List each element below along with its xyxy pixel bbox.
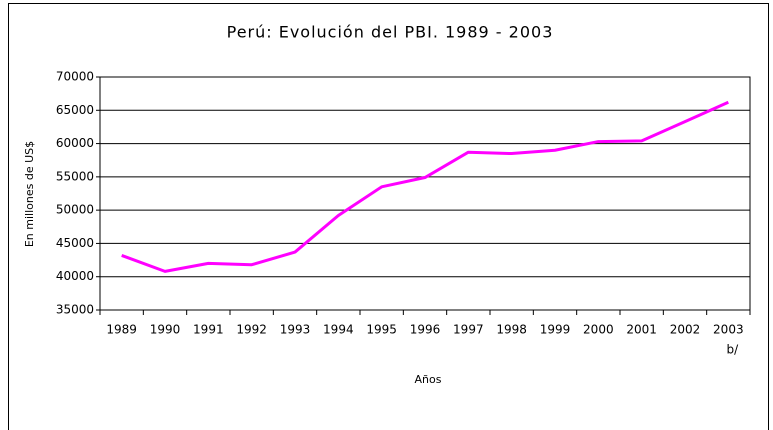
x-tick-label: 2003 [713,323,744,337]
y-tick-label: 55000 [56,169,94,183]
x-tick-label: 1999 [540,323,571,337]
data-line [121,100,729,273]
x-tick-label: 1994 [323,323,354,337]
y-tick-label: 45000 [56,236,94,250]
y-tick-label: 70000 [56,70,94,84]
y-tick-label: 60000 [56,136,94,150]
x-tick-label: 1997 [453,323,484,337]
x-tick-label: 1989 [106,323,137,337]
plot-frame [99,76,751,311]
chart-frame [8,3,769,430]
y-axis-label: En millones de US$ [23,141,36,247]
x-tick-label: 1990 [150,323,181,337]
category-note: b/ [726,343,739,357]
x-tick-label: 2002 [670,323,701,337]
y-tick-label: 65000 [56,103,94,117]
x-tick-label: 1993 [280,323,311,337]
x-tick-label: 2000 [583,323,614,337]
x-tick-label: 1995 [366,323,397,337]
x-axis-label: Años [415,373,442,386]
y-tick-label: 35000 [56,303,94,317]
x-tick-label: 1991 [193,323,224,337]
x-tick-label: 1996 [410,323,441,337]
x-tick-label: 1998 [496,323,527,337]
y-tick-label: 50000 [56,203,94,217]
y-tick-label: 40000 [56,269,94,283]
x-tick-label: 1992 [236,323,267,337]
chart-title: Perú: Evolución del PBI. 1989 - 2003 [227,23,554,42]
x-tick-label: 2001 [626,323,657,337]
